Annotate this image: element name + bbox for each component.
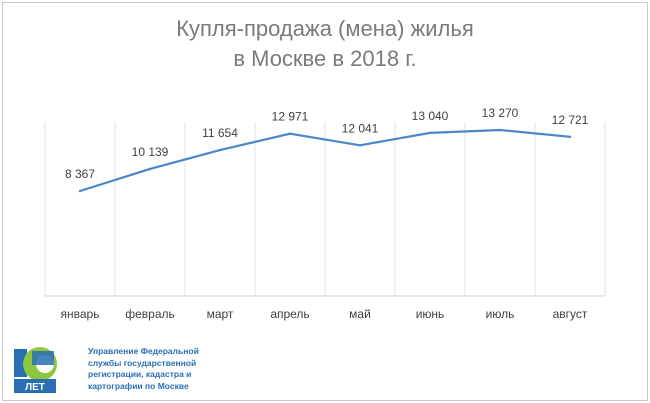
data-point [148,167,152,171]
org-line-1: Управление Федеральной [88,346,199,356]
logo-accent [32,351,54,365]
data-point [498,128,502,132]
rosreestr-logo-icon: ЛЕТ [14,347,57,393]
data-point [288,132,292,135]
data-label: 11 654 [202,126,238,140]
chart-title: Купля-продажа (мена) жилья в Москве в 20… [0,14,650,74]
logo-one-bar [14,349,27,377]
x-tick-label: март [207,307,234,321]
x-tick-label: апрель [270,307,309,321]
data-label: 10 139 [132,145,169,159]
series-line [79,128,571,193]
line-chart: 8 367 10 139 11 654 12 971 12 041 13 040 13 27… [44,106,606,321]
data-label: 13 040 [412,109,449,123]
data-label: 8 367 [65,167,95,181]
data-point [78,189,82,193]
data-point [428,131,432,135]
data-point [358,144,362,147]
x-tick-label: июнь [416,307,445,321]
data-label: 12 721 [552,113,589,127]
x-tick-label: январь [61,307,100,321]
data-point [218,148,222,152]
data-point [568,135,572,139]
logo-badge [14,379,56,393]
title-line-1: Купля-продажа (мена) жилья [176,16,474,41]
title-line-2: в Москве в 2018 г. [233,46,417,71]
x-tick-label: июль [486,307,515,321]
x-tick-label: май [349,307,371,321]
logo-text: ЛЕТ [25,382,45,393]
org-line-2: службы государственной [88,357,197,368]
data-label: 12 971 [272,110,309,124]
org-line-4: картографии по Москве [88,380,189,391]
x-tick-label: февраль [125,307,175,321]
data-label: 13 270 [482,106,519,120]
org-line-3: регистрации, кадастра и [88,369,192,379]
x-tick-label: август [553,307,588,321]
data-label: 12 041 [342,121,379,135]
organization-name: Управление Федеральной службы государств… [88,346,228,392]
